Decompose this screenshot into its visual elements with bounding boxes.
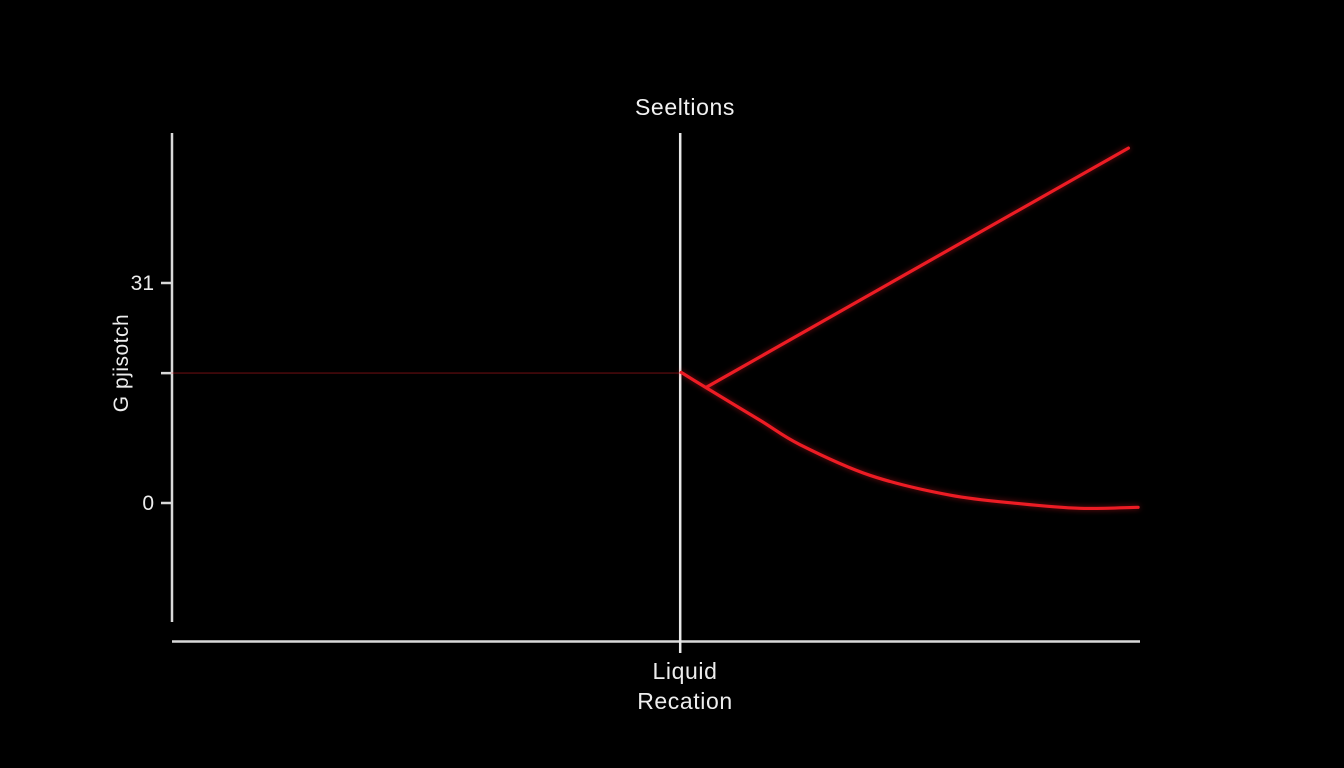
x-axis-label: Liquid Recation (535, 656, 835, 716)
series-lower-branch (679, 370, 1140, 511)
y-tick-label: 31 (131, 272, 154, 295)
y-tick-label: 0 (142, 492, 154, 515)
x-axis-label-line2: Recation (637, 688, 733, 714)
x-axis-label-line1: Liquid (652, 658, 718, 684)
y-axis-label: G pjisotch (110, 313, 133, 413)
chart-title: Seeltions (634, 94, 736, 120)
series-upper-branch (704, 146, 1130, 389)
